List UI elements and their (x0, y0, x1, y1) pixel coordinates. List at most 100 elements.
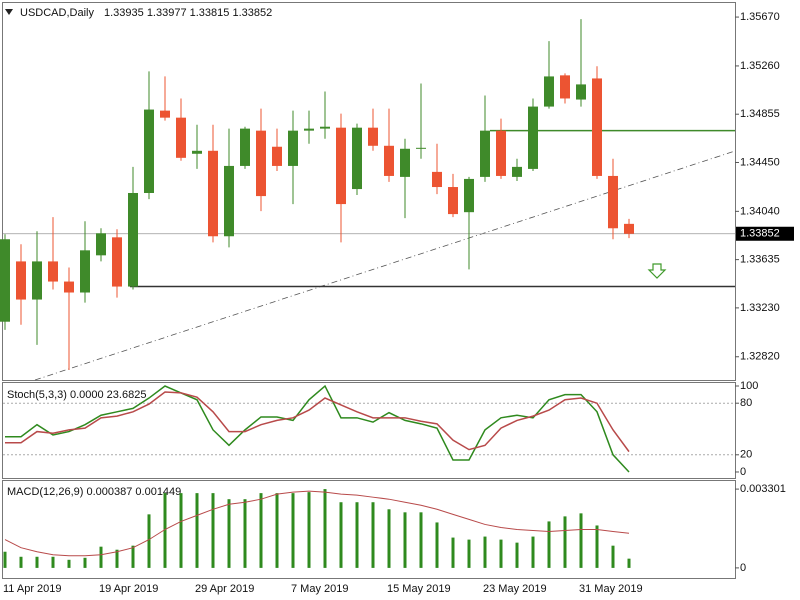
macd-bar (259, 493, 263, 568)
y-tick-label: 0 (740, 562, 746, 574)
macd-bar (99, 546, 103, 568)
candle-body (608, 175, 618, 229)
candle-body (528, 106, 538, 169)
macd-bar (83, 557, 87, 568)
down-arrow (647, 263, 667, 279)
macd-bar (435, 522, 439, 568)
candle-body (32, 261, 42, 300)
candle-body (128, 192, 138, 287)
stoch-line (5, 384, 630, 473)
macd-bar (611, 545, 615, 568)
x-tick-label: 29 Apr 2019 (195, 583, 254, 595)
candle-body (224, 165, 234, 237)
candle-body (272, 146, 282, 166)
candle-body (480, 130, 490, 177)
candle-body (512, 166, 522, 177)
macd-bar (291, 493, 295, 568)
candle-body (496, 130, 506, 176)
macd-bar (451, 537, 455, 568)
macd-bar (67, 559, 71, 568)
macd-bar (307, 492, 311, 568)
macd-bar (499, 539, 503, 568)
candle-body (96, 233, 106, 256)
candle-body (160, 110, 170, 118)
last-price-box (736, 226, 794, 241)
candle-body (320, 126, 330, 129)
macd-bar (147, 514, 151, 568)
y-tick-label: 100 (740, 380, 758, 392)
macd-bar (467, 539, 471, 568)
y-tick-label: 1.33230 (740, 302, 780, 314)
candle-body (112, 237, 122, 287)
signal-line (4, 490, 630, 557)
candle-body (80, 250, 90, 293)
stoch-line (5, 391, 630, 453)
macd-bar (627, 558, 631, 568)
macd-panel (2, 480, 736, 579)
y-tick-label: 1.34040 (740, 205, 780, 217)
candle-body (400, 148, 410, 177)
macd-bar (547, 521, 551, 568)
macd-bar (403, 512, 407, 568)
candle-body (16, 261, 26, 300)
macd-bar (419, 512, 423, 568)
macd-bar (483, 536, 487, 568)
menu-triangle (5, 9, 13, 15)
candle-body (64, 281, 74, 293)
macd-bar (35, 556, 39, 568)
macd-bar (163, 493, 167, 568)
candle-body (208, 150, 218, 237)
candle-body (560, 75, 570, 99)
candle-body (576, 84, 586, 100)
macd-title: MACD(12,26,9) 0.000387 0.001449 (7, 486, 181, 498)
candle-body (256, 130, 266, 197)
macd-bar (131, 545, 135, 568)
macd-bar (371, 502, 375, 568)
candle-body (304, 128, 314, 131)
candle-body (592, 78, 602, 176)
macd-bar (531, 536, 535, 568)
y-tick-label: 1.35670 (740, 11, 780, 23)
candle-body (464, 178, 474, 213)
candle-body (352, 127, 362, 190)
x-tick-label: 19 Apr 2019 (99, 583, 158, 595)
y-tick-label: 0.003301 (740, 483, 786, 495)
candle-body (0, 239, 10, 322)
macd-bar (227, 499, 231, 568)
macd-bar (115, 549, 119, 568)
candle-body (624, 223, 634, 234)
candle-body (368, 127, 378, 146)
price-panel (2, 2, 736, 381)
candle-body (544, 76, 554, 107)
candle-body (192, 150, 202, 154)
y-tick-label: 1.34855 (740, 108, 780, 120)
ohlc-header: 1.33935 1.33977 1.33815 1.33852 (104, 7, 272, 19)
macd-bar (51, 556, 55, 568)
y-tick-label: 20 (740, 449, 752, 461)
macd-bar (563, 516, 567, 568)
last-price-label: 1.33852 (740, 228, 780, 240)
macd-bar (323, 489, 327, 568)
macd-bar (579, 513, 583, 568)
candle-body (288, 130, 298, 166)
macd-bar (339, 502, 343, 568)
y-tick-label: 80 (740, 397, 752, 409)
x-tick-label: 31 May 2019 (579, 583, 643, 595)
candle-body (416, 147, 426, 149)
macd-bar (211, 493, 215, 568)
macd-bar (387, 509, 391, 568)
macd-bar (19, 556, 23, 568)
y-tick-label: 0 (740, 466, 746, 478)
y-tick-label: 1.33635 (740, 254, 780, 266)
candle-body (448, 187, 458, 215)
y-tick-label: 1.32820 (740, 351, 780, 363)
x-tick-label: 11 Apr 2019 (3, 583, 62, 595)
candle-body (240, 128, 250, 166)
candle-body (176, 117, 186, 158)
candle-body (144, 109, 154, 193)
x-tick-label: 23 May 2019 (483, 583, 547, 595)
y-tick-label: 1.35260 (740, 60, 780, 72)
